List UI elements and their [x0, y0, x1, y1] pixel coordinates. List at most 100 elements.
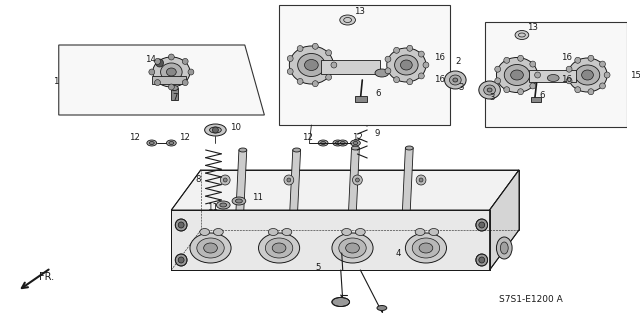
Circle shape [518, 55, 524, 61]
Circle shape [178, 257, 184, 263]
Circle shape [168, 84, 174, 90]
Ellipse shape [405, 146, 413, 150]
Ellipse shape [305, 60, 318, 70]
Ellipse shape [298, 54, 325, 77]
Circle shape [419, 178, 423, 182]
Ellipse shape [259, 233, 300, 263]
Circle shape [223, 178, 227, 182]
Ellipse shape [355, 228, 365, 235]
Polygon shape [172, 170, 519, 210]
Ellipse shape [321, 142, 326, 145]
Circle shape [287, 178, 291, 182]
Text: 4: 4 [396, 249, 401, 257]
Ellipse shape [282, 228, 292, 235]
Ellipse shape [335, 142, 340, 145]
Bar [529, 70, 576, 82]
Text: 14: 14 [145, 56, 156, 64]
Ellipse shape [387, 48, 426, 82]
Ellipse shape [216, 201, 230, 209]
Circle shape [479, 222, 484, 228]
Ellipse shape [268, 228, 278, 235]
Ellipse shape [500, 242, 508, 254]
Ellipse shape [197, 238, 224, 258]
Ellipse shape [339, 238, 366, 258]
Text: 13: 13 [355, 8, 365, 17]
Ellipse shape [484, 85, 495, 95]
Ellipse shape [332, 233, 373, 263]
Text: 16: 16 [561, 54, 572, 63]
Polygon shape [403, 148, 413, 210]
Polygon shape [349, 148, 359, 210]
Circle shape [385, 68, 391, 74]
Circle shape [407, 45, 413, 51]
Circle shape [495, 66, 500, 72]
Circle shape [423, 62, 429, 68]
Ellipse shape [342, 228, 351, 235]
Polygon shape [490, 170, 519, 270]
Circle shape [297, 46, 303, 52]
Bar [321, 60, 380, 74]
Ellipse shape [161, 63, 182, 81]
Circle shape [479, 257, 484, 263]
Circle shape [175, 219, 187, 231]
Text: 6: 6 [540, 91, 545, 100]
Bar [484, 22, 627, 127]
Circle shape [600, 83, 605, 89]
Circle shape [155, 80, 161, 85]
Circle shape [331, 62, 337, 68]
Circle shape [476, 254, 488, 266]
Circle shape [575, 87, 580, 93]
Circle shape [168, 54, 174, 60]
Ellipse shape [149, 142, 154, 145]
Ellipse shape [147, 140, 157, 146]
Ellipse shape [338, 140, 348, 146]
Ellipse shape [340, 142, 345, 145]
Ellipse shape [453, 78, 458, 82]
Text: 3: 3 [490, 93, 495, 101]
Text: FR.: FR. [40, 272, 54, 282]
Ellipse shape [487, 88, 492, 92]
Ellipse shape [170, 85, 178, 91]
Circle shape [175, 254, 187, 266]
Circle shape [604, 72, 610, 78]
Ellipse shape [209, 127, 221, 133]
Text: 13: 13 [527, 24, 538, 33]
Ellipse shape [395, 55, 418, 75]
Ellipse shape [415, 228, 425, 235]
Circle shape [394, 47, 399, 53]
Circle shape [155, 58, 161, 64]
Circle shape [419, 73, 424, 79]
Circle shape [575, 57, 580, 63]
Ellipse shape [272, 243, 286, 253]
Circle shape [419, 51, 424, 57]
Polygon shape [59, 45, 264, 115]
Circle shape [407, 79, 413, 85]
Circle shape [355, 178, 359, 182]
Ellipse shape [547, 75, 559, 81]
Ellipse shape [333, 140, 342, 146]
Ellipse shape [214, 228, 223, 235]
Circle shape [394, 77, 399, 83]
Ellipse shape [318, 140, 328, 146]
Text: 16: 16 [434, 54, 445, 63]
Ellipse shape [582, 70, 593, 80]
Text: 9: 9 [374, 129, 380, 137]
Text: 16: 16 [561, 76, 572, 85]
Ellipse shape [340, 15, 355, 25]
Ellipse shape [401, 60, 412, 70]
Text: 7: 7 [172, 93, 178, 101]
Polygon shape [172, 210, 490, 270]
Text: 12: 12 [353, 133, 364, 143]
Circle shape [504, 57, 509, 63]
Circle shape [149, 69, 155, 75]
Text: 5: 5 [316, 263, 321, 272]
Ellipse shape [236, 199, 243, 203]
Bar [279, 5, 451, 125]
Ellipse shape [190, 233, 231, 263]
Ellipse shape [497, 57, 538, 93]
Text: 11: 11 [252, 192, 262, 202]
Ellipse shape [429, 228, 438, 235]
Ellipse shape [377, 306, 387, 310]
Polygon shape [236, 150, 247, 210]
Circle shape [287, 56, 293, 62]
